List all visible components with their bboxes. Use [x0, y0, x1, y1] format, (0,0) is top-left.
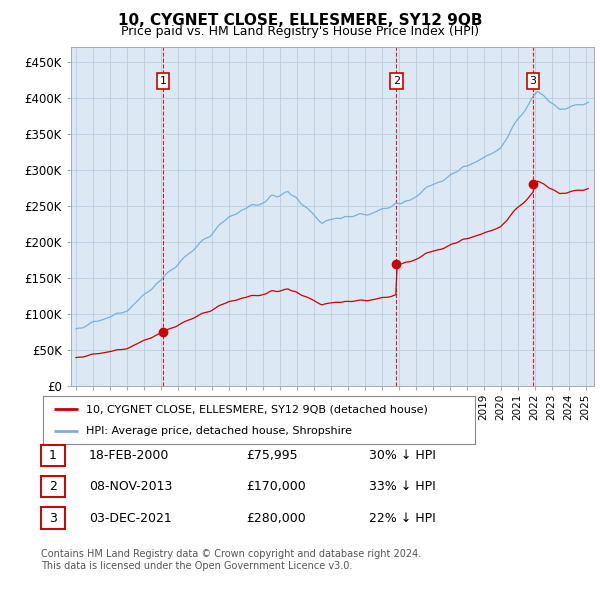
Text: 18-FEB-2000: 18-FEB-2000 [89, 449, 169, 462]
Text: 03-DEC-2021: 03-DEC-2021 [89, 512, 172, 525]
Text: This data is licensed under the Open Government Licence v3.0.: This data is licensed under the Open Gov… [41, 561, 352, 571]
Text: 10, CYGNET CLOSE, ELLESMERE, SY12 9QB (detached house): 10, CYGNET CLOSE, ELLESMERE, SY12 9QB (d… [86, 404, 428, 414]
Text: Price paid vs. HM Land Registry's House Price Index (HPI): Price paid vs. HM Land Registry's House … [121, 25, 479, 38]
Text: 1: 1 [160, 76, 167, 86]
Text: HPI: Average price, detached house, Shropshire: HPI: Average price, detached house, Shro… [86, 426, 352, 436]
Text: 10, CYGNET CLOSE, ELLESMERE, SY12 9QB: 10, CYGNET CLOSE, ELLESMERE, SY12 9QB [118, 13, 482, 28]
Text: £170,000: £170,000 [246, 480, 306, 493]
Text: 22% ↓ HPI: 22% ↓ HPI [369, 512, 436, 525]
Text: Contains HM Land Registry data © Crown copyright and database right 2024.: Contains HM Land Registry data © Crown c… [41, 549, 421, 559]
Text: 33% ↓ HPI: 33% ↓ HPI [369, 480, 436, 493]
Text: 08-NOV-2013: 08-NOV-2013 [89, 480, 172, 493]
Text: 2: 2 [393, 76, 400, 86]
Text: £75,995: £75,995 [246, 449, 298, 462]
Text: £280,000: £280,000 [246, 512, 306, 525]
Text: 3: 3 [49, 512, 57, 525]
Text: 30% ↓ HPI: 30% ↓ HPI [369, 449, 436, 462]
Text: 1: 1 [49, 449, 57, 462]
Text: 2: 2 [49, 480, 57, 493]
Text: 3: 3 [530, 76, 536, 86]
